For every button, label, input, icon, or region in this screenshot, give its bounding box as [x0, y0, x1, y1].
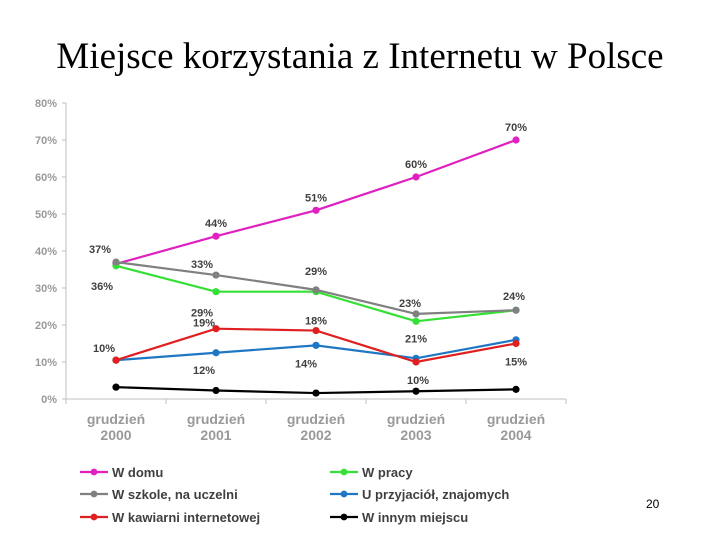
data-point-w-kawiarni-internetowej	[112, 356, 120, 364]
data-label: 10%	[93, 343, 115, 355]
data-point-w-szkole-na-uczelni	[312, 286, 320, 294]
legend-marker	[90, 490, 98, 498]
data-point-w-kawiarni-internetowej	[212, 325, 220, 333]
data-label: 36%	[91, 281, 113, 293]
legend-label: W pracy	[362, 465, 413, 480]
legend-label: U przyjaciół, znajomych	[362, 487, 509, 502]
data-point-w-kawiarni-internetowej	[412, 358, 420, 366]
data-label: 60%	[405, 159, 427, 171]
page-number: 20	[646, 497, 660, 511]
data-label: 12%	[193, 365, 215, 377]
data-label: 29%	[191, 308, 213, 320]
slide-title: Miejsce korzystania z Internetu w Polsce	[56, 36, 664, 77]
data-label: 15%	[505, 357, 527, 369]
y-tick-label: 10%	[35, 357, 57, 369]
data-label: 21%	[405, 333, 427, 345]
data-point-w-innym-miejscu	[112, 383, 120, 391]
data-label: 44%	[205, 218, 227, 230]
data-point-w-szkole-na-uczelni	[212, 271, 220, 279]
x-tick-label: grudzień 2003	[387, 411, 445, 443]
legend-marker	[90, 468, 98, 476]
y-tick-label: 70%	[35, 135, 57, 147]
data-point-w-domu	[412, 173, 420, 181]
y-tick-label: 50%	[35, 209, 57, 221]
data-point-w-innym-miejscu	[512, 385, 520, 393]
series-lines	[112, 136, 520, 397]
data-label: 23%	[399, 298, 421, 310]
data-point-w-innym-miejscu	[412, 387, 420, 395]
x-tick-label: grudzień 2004	[487, 411, 545, 443]
legend-label: W innym miejscu	[362, 510, 468, 525]
data-label: 70%	[505, 122, 527, 134]
data-point-u-przyjaci-znajomych	[312, 341, 320, 349]
data-point-w-domu	[212, 232, 220, 240]
data-label: 51%	[305, 192, 327, 204]
data-label: 10%	[407, 375, 429, 387]
data-point-w-domu	[512, 136, 520, 144]
legend: W domu W pracy W szkole, na uczelni U przyj…	[80, 465, 509, 525]
y-tick-label: 0%	[41, 394, 57, 406]
data-point-w-domu	[312, 206, 320, 214]
legend-label: W szkole, na uczelni	[112, 487, 238, 502]
axes: 0% 10% 20% 30% 40% 50% 60% 70% 80% grudzień 2000 gr…	[35, 98, 567, 443]
data-label: 24%	[503, 291, 525, 303]
data-label: 37%	[89, 244, 111, 256]
data-point-w-innym-miejscu	[312, 389, 320, 397]
y-tick-label: 80%	[35, 98, 57, 110]
legend-label: W kawiarni internetowej	[112, 510, 260, 525]
legend-marker	[340, 490, 348, 498]
x-tick-label: grudzień 2001	[187, 411, 245, 443]
data-label: 18%	[305, 316, 327, 328]
data-point-w-kawiarni-internetowej	[512, 339, 520, 348]
data-point-u-przyjaci-znajomych	[212, 349, 220, 357]
data-point-w-szkole-na-uczelni	[112, 258, 120, 266]
data-label: 33%	[191, 259, 213, 271]
legend-marker	[90, 513, 98, 521]
x-tick-label: grudzień 2000	[87, 411, 145, 443]
data-point-w-pracy	[412, 317, 420, 325]
y-tick-label: 40%	[35, 246, 57, 258]
data-point-w-szkole-na-uczelni	[412, 310, 420, 318]
data-labels: 44% 51% 60% 70% 37% 36% 33% 29% 29% 23% 21% 24% 10% 1…	[89, 122, 527, 387]
x-tick-label: grudzień 2002	[287, 411, 345, 443]
y-tick-label: 30%	[35, 283, 57, 295]
data-label: 19%	[193, 318, 215, 330]
data-label: 29%	[305, 266, 327, 278]
data-label: 14%	[295, 358, 317, 370]
legend-marker	[340, 468, 348, 476]
y-tick-label: 20%	[35, 320, 57, 332]
data-point-w-innym-miejscu	[212, 386, 220, 395]
legend-marker	[340, 513, 348, 521]
data-point-w-szkole-na-uczelni	[512, 306, 520, 314]
y-tick-label: 60%	[35, 172, 57, 184]
legend-label: W domu	[112, 465, 163, 480]
data-point-w-kawiarni-internetowej	[312, 326, 320, 335]
data-point-w-pracy	[212, 288, 220, 296]
